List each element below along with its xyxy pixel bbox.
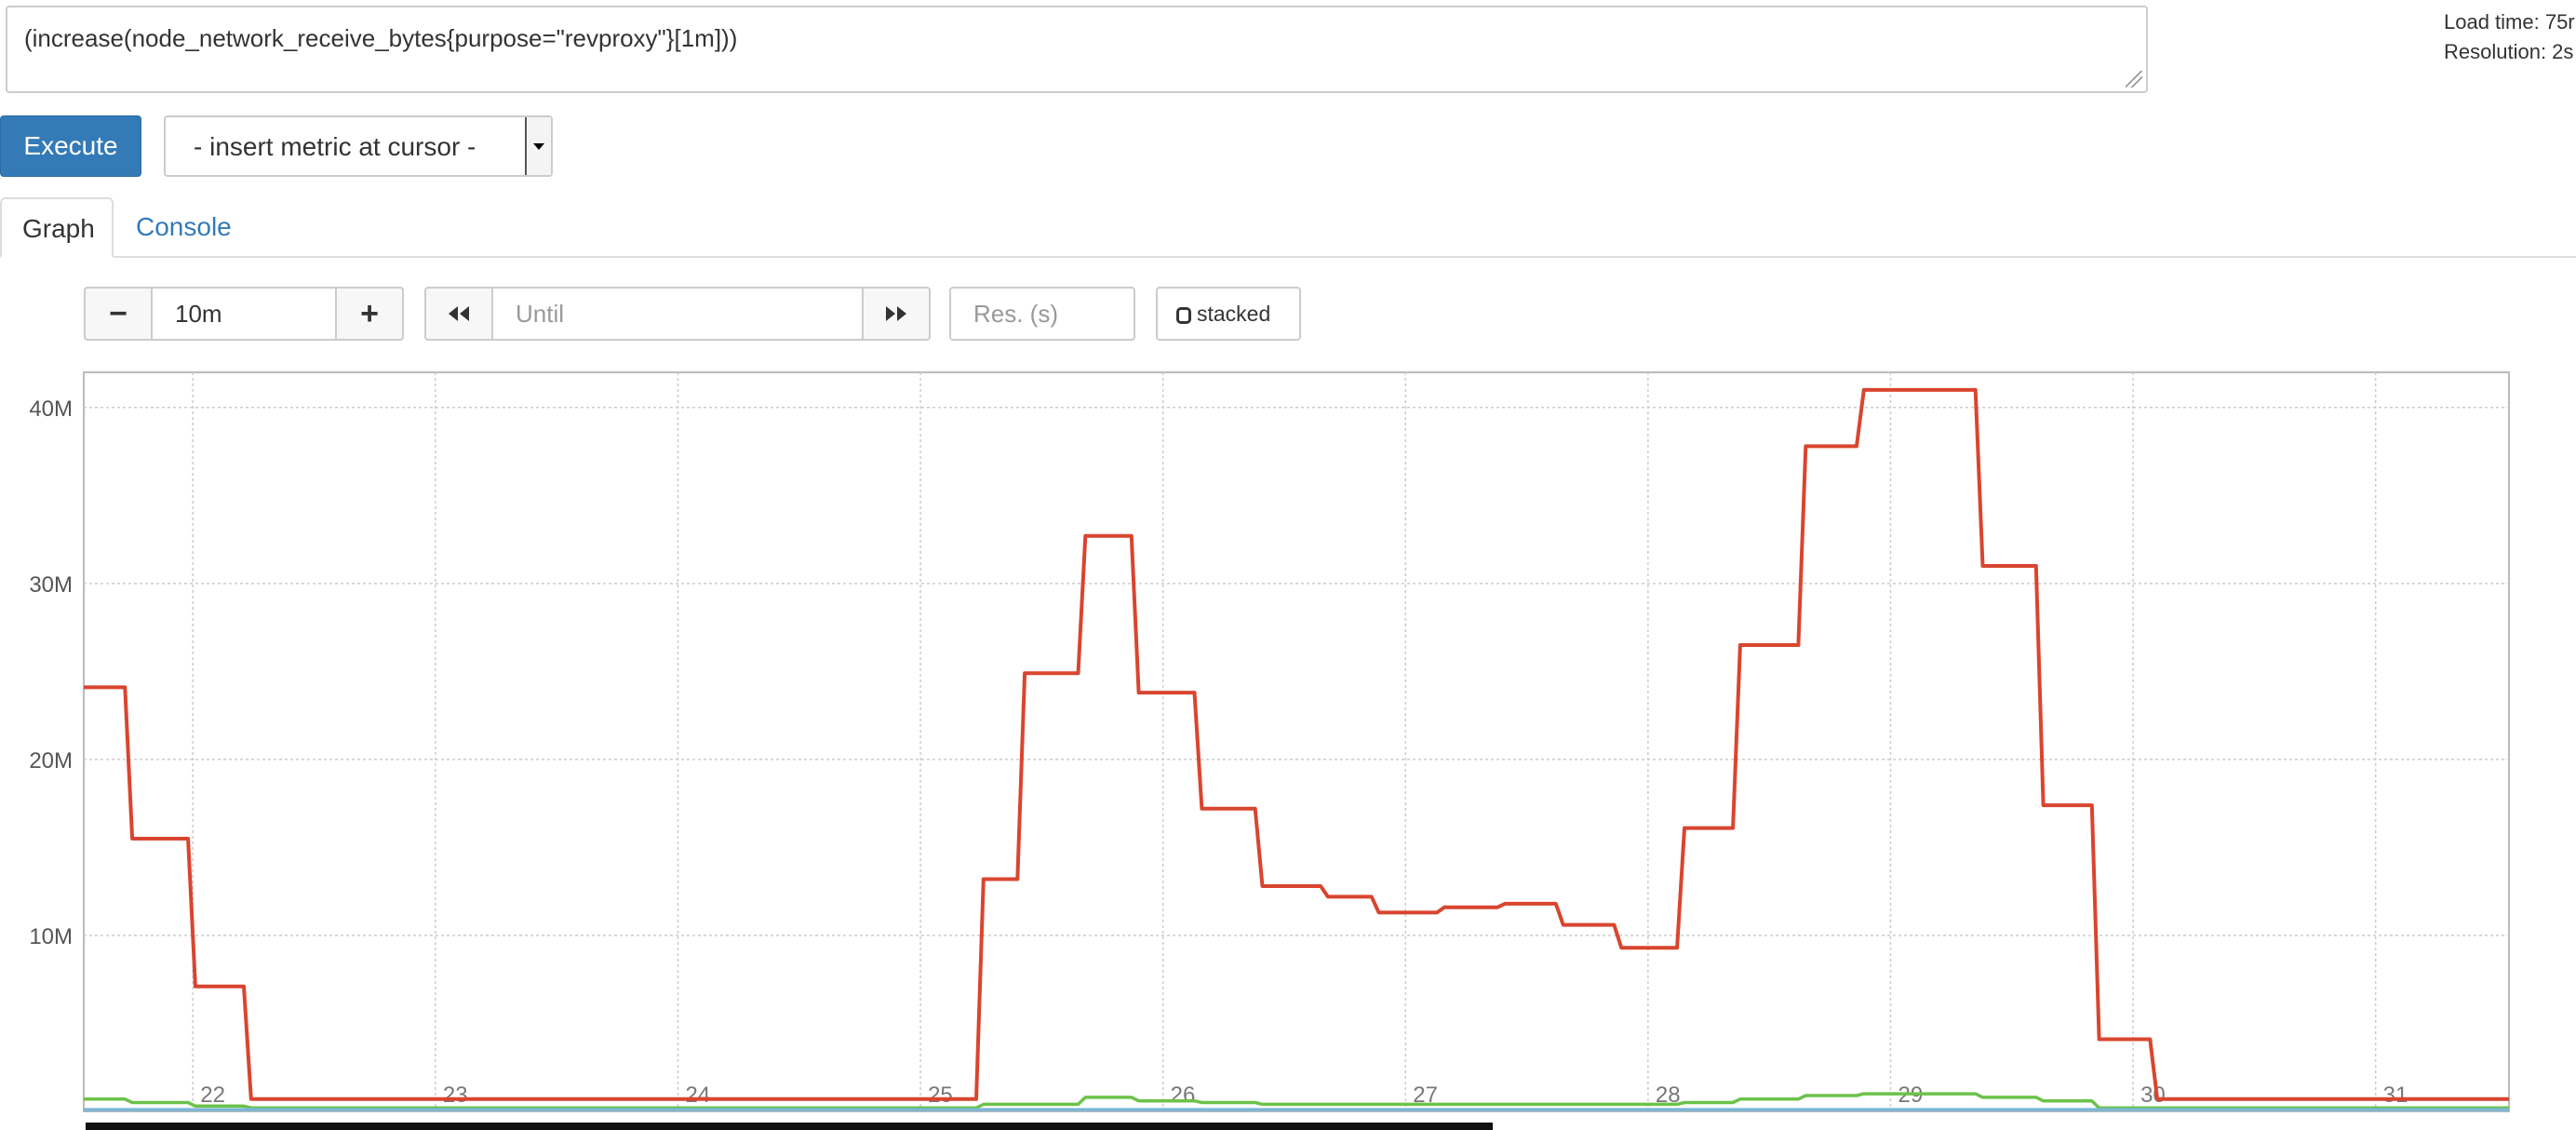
y-tick-label: 20M bbox=[29, 748, 73, 774]
load-info: Load time: 75r Resolution: 2s bbox=[2444, 7, 2575, 67]
x-tick-label: 30 bbox=[2140, 1083, 2166, 1108]
range-input[interactable]: 10m bbox=[151, 287, 337, 341]
until-input[interactable]: Until bbox=[491, 287, 864, 341]
x-tick-label: 22 bbox=[200, 1083, 225, 1108]
chevron-down-icon[interactable] bbox=[525, 117, 551, 175]
insert-metric-select[interactable]: - insert metric at cursor - bbox=[164, 115, 553, 177]
range-selector-bar bbox=[86, 1123, 1493, 1130]
expression-text: (increase(node_network_receive_bytes{pur… bbox=[24, 24, 738, 52]
expression-input[interactable]: (increase(node_network_receive_bytes{pur… bbox=[6, 6, 2148, 93]
x-tick-label: 24 bbox=[685, 1083, 710, 1108]
time-back-button[interactable] bbox=[424, 287, 493, 341]
resolution-info: Resolution: 2s bbox=[2444, 40, 2574, 63]
execute-button[interactable]: Execute bbox=[0, 115, 141, 177]
resolution-input[interactable]: Res. (s) bbox=[949, 287, 1135, 341]
series-line bbox=[84, 387, 2509, 1101]
checkbox-icon bbox=[1176, 306, 1191, 324]
resolution-placeholder: Res. (s) bbox=[973, 300, 1058, 328]
x-tick-label: 25 bbox=[928, 1083, 953, 1108]
resize-handle-icon[interactable] bbox=[2126, 71, 2142, 87]
x-tick-label: 26 bbox=[1171, 1083, 1196, 1108]
fast-forward-icon bbox=[886, 306, 906, 321]
insert-metric-select-value: - insert metric at cursor - bbox=[194, 132, 476, 161]
stacked-label: stacked bbox=[1197, 302, 1271, 326]
y-tick-label: 40M bbox=[29, 397, 73, 422]
rewind-icon bbox=[449, 306, 469, 321]
series-line bbox=[84, 1092, 2509, 1110]
tab-graph[interactable]: Graph bbox=[0, 197, 114, 258]
plus-icon: + bbox=[360, 295, 379, 331]
y-tick-label: 30M bbox=[29, 572, 73, 598]
time-forward-button[interactable] bbox=[862, 287, 931, 341]
range-increase-button[interactable]: + bbox=[335, 287, 404, 341]
range-decrease-button[interactable]: − bbox=[84, 287, 153, 341]
tab-console[interactable]: Console bbox=[136, 212, 232, 241]
until-placeholder: Until bbox=[516, 300, 565, 328]
stacked-toggle[interactable]: stacked bbox=[1156, 287, 1301, 341]
x-tick-label: 23 bbox=[443, 1083, 468, 1108]
minus-icon: − bbox=[109, 295, 127, 331]
x-tick-label: 31 bbox=[2383, 1083, 2408, 1108]
y-tick-label: 10M bbox=[29, 924, 73, 949]
plot-frame bbox=[83, 371, 2510, 1112]
tabs-divider bbox=[0, 256, 2576, 258]
load-time: Load time: 75r bbox=[2444, 10, 2575, 34]
range-input-value: 10m bbox=[175, 300, 222, 328]
